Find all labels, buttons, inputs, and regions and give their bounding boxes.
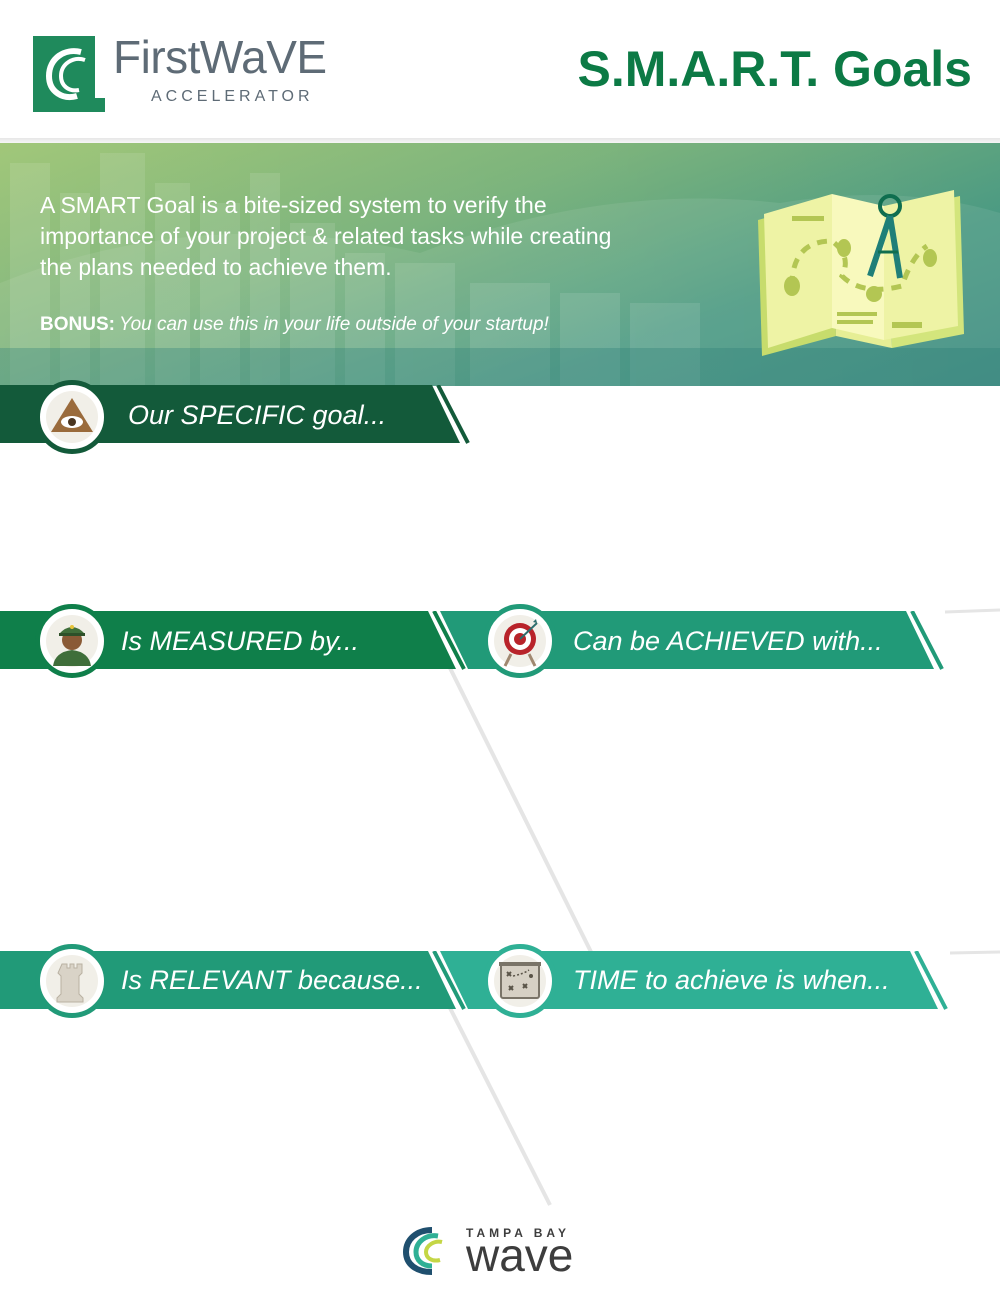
intro-text: A SMART Goal is a bite-sized system to v… bbox=[40, 192, 612, 280]
relevant-banner bbox=[0, 951, 466, 1010]
time-label: TIME to achieve is when... bbox=[573, 965, 890, 995]
footer-top-text: TAMPA BAY bbox=[466, 1226, 571, 1240]
treasure-map-icon bbox=[758, 190, 964, 356]
specific-banner bbox=[0, 385, 470, 444]
tampa-bay-wave-logo-icon bbox=[402, 1227, 443, 1275]
target-icon bbox=[494, 615, 546, 667]
achieved-badge bbox=[483, 604, 557, 678]
time-badge bbox=[483, 944, 557, 1018]
relevant-badge bbox=[35, 944, 109, 1018]
achieved-label: Can be ACHIEVED with... bbox=[573, 626, 883, 656]
chess-rook-icon bbox=[46, 955, 98, 1007]
logo-title: FirstWaVE bbox=[113, 31, 327, 83]
bonus-text: You can use this in your life outside of… bbox=[118, 314, 549, 335]
firstwave-logo-icon bbox=[33, 36, 105, 112]
measured-banner bbox=[0, 611, 466, 670]
measured-badge bbox=[35, 604, 109, 678]
page-title: S.M.A.R.T. Goals bbox=[577, 41, 972, 97]
bonus-line: BONUS: You can use this in your life outs… bbox=[40, 314, 549, 336]
soldier-icon bbox=[46, 615, 98, 667]
intro-banner bbox=[0, 143, 1000, 386]
header-divider bbox=[0, 138, 1000, 143]
achieved-banner bbox=[440, 611, 944, 670]
time-banner bbox=[440, 951, 948, 1010]
city-skyline-background bbox=[0, 153, 1000, 386]
specific-label: Our SPECIFIC goal... bbox=[128, 400, 387, 430]
footer-brand-text: wave bbox=[466, 1229, 574, 1281]
relevant-label: Is RELEVANT because... bbox=[121, 965, 423, 995]
eye-pyramid-icon bbox=[46, 391, 98, 443]
specific-badge bbox=[35, 380, 109, 454]
bonus-label: BONUS: bbox=[40, 314, 115, 335]
logo-subtitle: ACCELERATOR bbox=[151, 88, 314, 105]
strategy-board-icon bbox=[494, 955, 546, 1007]
measured-label: Is MEASURED by... bbox=[121, 626, 360, 656]
